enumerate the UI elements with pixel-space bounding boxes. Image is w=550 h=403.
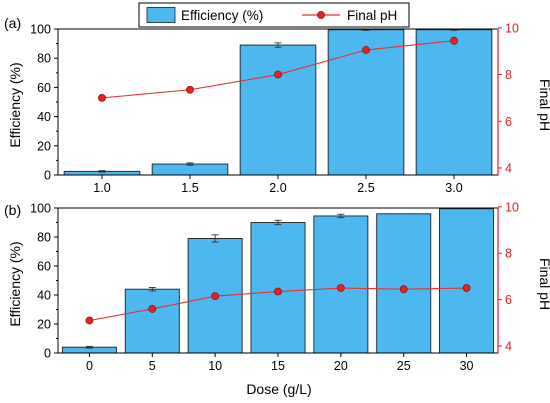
- panel-a-x-tick-label: 1.5: [181, 181, 198, 195]
- panel-a-bar-2.5: [327, 29, 405, 176]
- panel-b: (b) Efficiency (%) Final pH Dose (g/L) 0…: [4, 200, 550, 397]
- legend-line-marker: [317, 11, 325, 19]
- panel-b-y2-tick-label: 4: [505, 340, 512, 354]
- panel-b-bar-30: [439, 208, 495, 354]
- panel-b-y-tick-label: 40: [37, 289, 51, 303]
- panel-b-x-tick-label: 10: [208, 359, 222, 373]
- panel-b-label: (b): [4, 202, 21, 218]
- panel-b-y2-tick-label: 10: [505, 200, 519, 214]
- panel-a-label: (a): [4, 15, 21, 31]
- panel-b-ph-point-30: [462, 284, 471, 292]
- panel-a-y2-tick-label: 10: [505, 21, 519, 35]
- legend: Efficiency (%) Final pH: [138, 2, 410, 28]
- panel-b-ph-point-10: [211, 292, 220, 301]
- panel-b-y-tick-label: 0: [44, 347, 51, 361]
- panel-b-y2-tick-label: 8: [505, 247, 512, 261]
- panel-a-error-bar-2.0: [274, 42, 282, 48]
- panel-b-x-tick-label: 30: [460, 359, 474, 373]
- panel-a-y-tick-label: 40: [37, 110, 51, 124]
- panel-b-y-tick-label: 60: [37, 260, 51, 274]
- panel-b-y2-axis-title: Final pH: [537, 258, 550, 310]
- panel-b-y-tick-label: 20: [37, 318, 51, 332]
- panel-a-y-tick-label: 100: [30, 23, 51, 37]
- panel-a-error-bar-1.0: [98, 170, 106, 173]
- panel-a-x-tick-label: 3.0: [445, 181, 462, 195]
- panel-a-ph-point-3.0: [450, 36, 458, 45]
- panel-b-y-tick-label: 80: [37, 231, 51, 245]
- panel-a-bar-1.5: [151, 163, 229, 176]
- panel-a: (a) Efficiency (%) Final pH 0 20 40 60 80 100…: [4, 15, 550, 195]
- panel-b-ph-point-0: [85, 316, 94, 325]
- legend-bar-label: Efficiency (%): [181, 8, 263, 23]
- panel-a-ph-point-1.5: [186, 85, 194, 94]
- panel-b-error-bar-10: [211, 234, 219, 243]
- panel-a-x-tick-label: 2.5: [357, 181, 374, 195]
- panel-a-ph-point-1.0: [98, 94, 106, 102]
- panel-b-x-tick-label: 0: [86, 359, 93, 373]
- panel-b-ph-point-15: [274, 287, 282, 296]
- panel-b-error-bar-20: [337, 213, 345, 219]
- legend-bar-swatch: [146, 7, 176, 23]
- panel-a-ph-point-2.0: [274, 70, 282, 79]
- panel-b-y-axis-title: Efficiency (%): [7, 241, 23, 326]
- panel-a-y2-tick-label: 4: [505, 161, 512, 175]
- panel-a-x-tick-label: 2.0: [269, 181, 286, 195]
- panel-a-bar-2.0: [239, 44, 317, 176]
- panel-b-error-bar-0: [85, 345, 93, 349]
- panel-b-y2-tick-label: 6: [505, 293, 512, 307]
- panel-a-error-bar-1.5: [186, 162, 194, 166]
- panel-b-y-tick-label: 100: [30, 202, 51, 216]
- panel-a-y-tick-label: 60: [37, 81, 51, 95]
- panel-b-ph-point-5: [148, 305, 157, 313]
- panel-b-x-tick-label: 15: [271, 359, 285, 373]
- panel-b-error-bar-5: [148, 287, 156, 292]
- panel-a-y-tick-label: 0: [44, 169, 51, 183]
- panel-a-y2-tick-label: 8: [505, 68, 512, 82]
- panel-a-x-tick-label: 1.0: [93, 181, 110, 195]
- panel-b-error-bar-15: [274, 219, 282, 226]
- panel-b-x-tick-label: 20: [334, 359, 348, 373]
- panel-a-bar-3.0: [415, 29, 493, 176]
- panel-b-x-axis-title: Dose (g/L): [246, 381, 311, 397]
- panel-a-y-axis-title: Efficiency (%): [7, 62, 23, 147]
- panel-b-x-tick-label: 25: [397, 359, 411, 373]
- panel-a-y-tick-label: 80: [37, 52, 51, 66]
- panel-a-ph-point-2.5: [362, 46, 370, 54]
- legend-line-label: Final pH: [347, 8, 397, 23]
- panel-b-bar-5: [124, 288, 180, 354]
- legend-box: [138, 2, 410, 28]
- panel-b-ph-point-25: [399, 285, 408, 294]
- panel-b-bar-25: [376, 213, 432, 354]
- panel-a-y-tick-label: 20: [37, 139, 51, 153]
- panel-b-x-tick-label: 5: [149, 359, 156, 373]
- panel-a-y2-tick-label: 6: [505, 115, 512, 129]
- panel-a-y2-axis-title: Final pH: [537, 79, 550, 131]
- panel-b-ph-point-20: [336, 284, 345, 292]
